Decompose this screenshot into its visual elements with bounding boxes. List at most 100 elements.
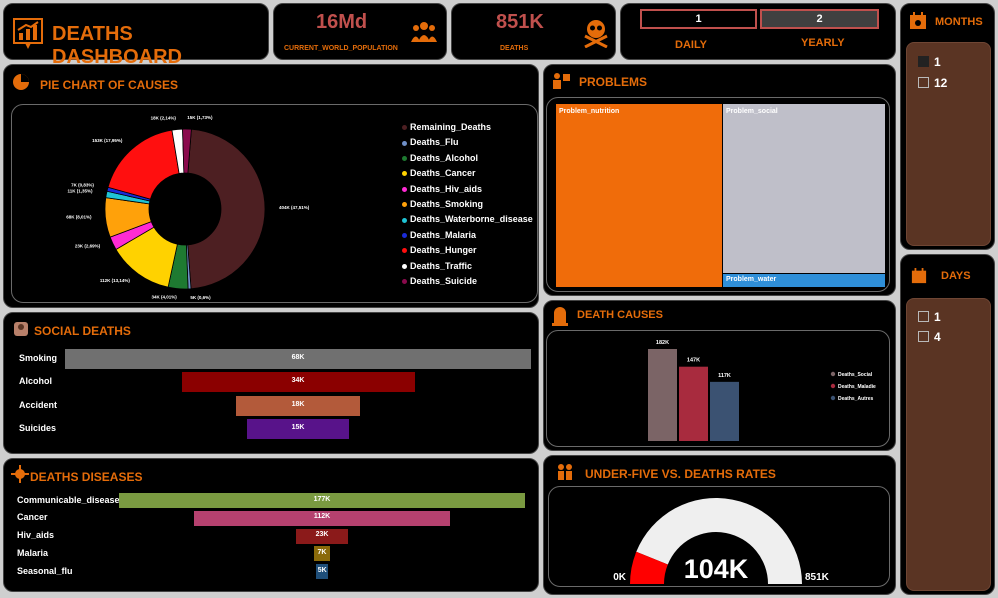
treemap-nutrition[interactable]: Problem_nutrition — [556, 104, 722, 287]
bar-accident[interactable]: 18K — [236, 395, 360, 416]
legend-dot — [402, 125, 407, 131]
kpi-population-card: 16Md CURRENT_WORLD_POPULATION — [273, 3, 447, 60]
period-toggle-panel: 1 2 DAILY YEARLY — [620, 3, 896, 60]
legend-item[interactable]: Deaths_Smoking — [402, 199, 483, 209]
column-deaths-social[interactable] — [648, 349, 677, 441]
column-value-label: 117K — [718, 373, 731, 379]
days-slicer-panel: DAYS 1 4 — [900, 254, 995, 595]
legend-dot — [830, 395, 836, 401]
social-bar-chart: Smoking 68K Alcohol 34K Accident 18K Suicides 1… — [4, 313, 540, 455]
problems-panel: PROBLEMS Problem_nutrition Problem_socia… — [543, 64, 896, 296]
death-causes-panel: DEATH CAUSES 182K Deaths_Social 147K Deaths… — [543, 300, 896, 451]
legend-label[interactable]: Deaths_Autres — [838, 396, 874, 402]
bar-value-label: 112K — [313, 513, 331, 521]
deaths-diseases-panel: DEATHS DISEASES Communicable_disease 177K… — [3, 458, 539, 592]
pie-slice-deaths-suicide[interactable] — [182, 128, 192, 174]
legend-item[interactable]: Deaths_Cancer — [402, 168, 476, 178]
pie-slice-remaining-deaths[interactable] — [187, 128, 266, 290]
death-causes-title: DEATH CAUSES — [577, 309, 663, 321]
death-causes-chart: 182K Deaths_Social 147K Deaths_Maladie 117K D… — [648, 340, 876, 441]
legend-label[interactable]: Deaths_Social — [838, 372, 873, 378]
legend-dot — [402, 171, 407, 177]
legend-label: Deaths_Hunger — [410, 245, 477, 256]
column-deaths-autres[interactable] — [710, 381, 739, 441]
tombstone-icon — [552, 307, 568, 326]
column-value-label: 182K — [656, 340, 669, 346]
legend-item[interactable]: Deaths_Hiv_aids — [402, 184, 482, 194]
bar-communicable-disease[interactable]: 177K — [119, 493, 525, 508]
month-12-label[interactable]: 12 — [934, 76, 948, 90]
legend-label: Deaths_Cancer — [410, 168, 476, 179]
legend-dot — [402, 279, 407, 285]
gauge-fill[interactable] — [630, 551, 668, 584]
legend-item[interactable]: Deaths_Hunger — [402, 245, 477, 255]
gauge-box: 104K 0K 851K — [548, 486, 890, 587]
pie-data-label: 23K (2,69%) — [75, 244, 101, 249]
yearly-button[interactable]: 2 — [760, 9, 879, 29]
legend-dot — [830, 371, 836, 377]
legend-item[interactable]: Deaths_Flu — [402, 137, 459, 147]
bar-suicides[interactable]: 15K — [246, 418, 350, 439]
legend-label: Deaths_Malaria — [410, 229, 477, 240]
legend-item[interactable]: Deaths_Malaria — [402, 230, 476, 240]
legend-label: Deaths_Waterborne_disease — [410, 214, 533, 225]
pie-data-label: 112K (13,14%) — [100, 278, 131, 283]
day-1-checkbox[interactable] — [918, 311, 929, 322]
legend-label: Deaths_Suicide — [410, 276, 478, 286]
diseases-bar-chart: Communicable_disease 177K Cancer 112K Hiv_ai… — [4, 459, 540, 593]
day-1-label[interactable]: 1 — [934, 310, 941, 324]
bar-cancer[interactable]: 112K — [193, 510, 451, 526]
legend-item[interactable]: Deaths_Suicide — [402, 276, 477, 286]
pie-chart: 404K (47,51%) 5K (0,6%) 34K (4,01%) 112K (1… — [66, 115, 309, 300]
legend-item[interactable]: Deaths_Traffic — [402, 261, 472, 271]
legend-label: Deaths_Hiv_aids — [410, 183, 483, 194]
calendar-icon — [910, 12, 926, 29]
bar-value-label: 7K — [317, 548, 327, 556]
gauge-value: 104K — [684, 554, 749, 584]
gauge-min-label: 0K — [613, 572, 627, 583]
treemap-social[interactable]: Problem_social — [723, 104, 885, 273]
legend-item[interactable]: Deaths_Alcohol — [402, 153, 478, 163]
treemap-water[interactable]: Problem_water — [723, 274, 885, 287]
day-4-label[interactable]: 4 — [934, 330, 941, 344]
problems-title: PROBLEMS — [579, 75, 648, 89]
bar-hiv-aids[interactable]: 23K — [295, 528, 349, 544]
gauge-track[interactable] — [636, 498, 802, 584]
daily-label: DAILY — [675, 39, 707, 51]
bar-value-label: 18K — [291, 400, 305, 408]
pie-data-label: 7K (0,83%) — [71, 183, 94, 188]
column-deaths-maladie[interactable] — [679, 366, 708, 441]
header-panel: DEATHS DASHBOARD — [3, 3, 269, 68]
treemap-water-label: Problem_water — [726, 276, 777, 283]
treemap-nutrition-label: Problem_nutrition — [559, 108, 620, 115]
bar-seasonal-flu[interactable]: 5K — [316, 564, 329, 580]
legend-item[interactable]: Deaths_Waterborne_disease — [402, 214, 533, 224]
legend-dot — [830, 383, 836, 389]
month-12-checkbox[interactable] — [918, 77, 929, 88]
day-4-checkbox[interactable] — [918, 331, 929, 342]
pie-data-label: 11K (1,35%) — [68, 189, 94, 194]
legend-label[interactable]: Deaths_Maladie — [838, 384, 876, 390]
legend-dot — [402, 202, 407, 208]
kpi-deaths-card: 851K DEATHS — [451, 3, 616, 60]
deaths-label: DEATHS — [500, 45, 529, 52]
bar-value-label: 23K — [315, 531, 329, 539]
legend-dot — [402, 232, 407, 238]
legend-item[interactable]: Remaining_Deaths — [402, 122, 491, 132]
legend-label: Deaths_Smoking — [410, 199, 484, 209]
months-list: 1 12 — [906, 42, 991, 246]
pie-data-label: 18K (2,14%) — [151, 115, 177, 120]
legend-label: Deaths_Alcohol — [410, 152, 479, 163]
bar-category-label: Accident — [19, 399, 58, 410]
month-1-label[interactable]: 1 — [934, 55, 941, 69]
bar-malaria[interactable]: 7K — [313, 546, 331, 562]
bar-alcohol[interactable]: 34K — [181, 372, 415, 393]
bar-smoking[interactable]: 68K — [65, 349, 531, 369]
daily-button[interactable]: 1 — [640, 9, 757, 29]
bar-value-label: 15K — [291, 423, 305, 431]
days-title: DAYS — [941, 270, 971, 282]
pie-chart-icon — [13, 74, 29, 90]
population-label: CURRENT_WORLD_POPULATION — [284, 45, 398, 52]
month-1-checkbox[interactable] — [918, 56, 929, 67]
months-title: MONTHS — [935, 16, 983, 28]
